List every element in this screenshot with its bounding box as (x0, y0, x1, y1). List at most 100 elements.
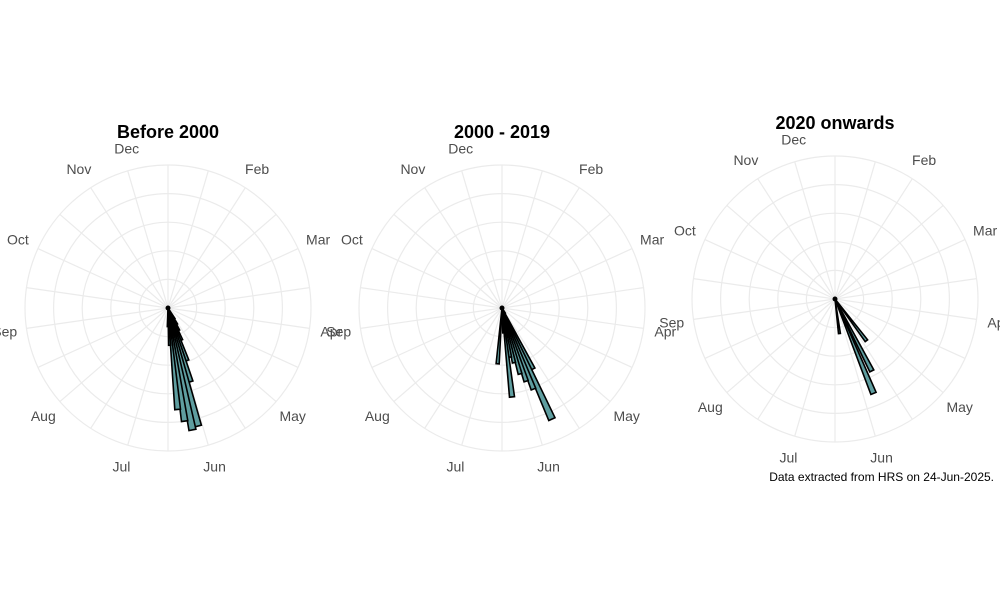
grid-spoke (424, 187, 503, 309)
grid-spoke (167, 187, 246, 309)
panel-title: Before 2000 (117, 122, 219, 142)
grid-spoke (834, 278, 977, 300)
month-label-aug: Aug (365, 408, 390, 424)
grid-spoke (834, 298, 913, 420)
grid-spoke (726, 298, 836, 394)
month-label-may: May (279, 408, 305, 424)
grid-spoke (794, 298, 836, 437)
grid-spoke (393, 213, 503, 309)
grid-spoke (461, 307, 503, 446)
grid-spoke (167, 307, 277, 403)
month-label-nov: Nov (66, 161, 91, 177)
bar-series (165, 305, 203, 432)
polar-center-hub (499, 305, 505, 311)
month-label-oct: Oct (341, 232, 363, 248)
month-label-dec: Dec (114, 140, 139, 156)
month-label-jun: Jun (203, 458, 226, 474)
panel-title: 2020 onwards (775, 113, 894, 133)
grid-spoke (501, 307, 580, 429)
grid-spoke (726, 204, 836, 300)
month-label-apr: Apr (987, 315, 1000, 331)
grid-spoke (167, 213, 277, 309)
month-label-oct: Oct (674, 223, 696, 239)
grid-spoke (501, 287, 644, 309)
grid-spoke (371, 307, 503, 368)
polar-bar (501, 307, 516, 399)
grid-spoke (834, 298, 977, 320)
month-label-aug: Aug (31, 408, 56, 424)
grid-spoke (127, 170, 169, 309)
polar-grid (24, 164, 312, 452)
month-label-aug: Aug (698, 399, 723, 415)
grid-spoke (794, 161, 836, 300)
month-label-may: May (946, 399, 972, 415)
month-label-feb: Feb (579, 161, 603, 177)
grid-spoke (167, 307, 310, 329)
grid-spoke (59, 213, 169, 309)
month-label-apr: Apr (320, 324, 342, 340)
panel-before-2000: Before 2000 Dec Feb Mar Apr May Jun Jul Aug Sep O… (0, 122, 343, 474)
grid-spoke (501, 307, 611, 403)
month-label-mar: Mar (640, 232, 664, 248)
polar-bar (834, 298, 875, 373)
grid-spoke (461, 170, 503, 309)
grid-spoke (757, 178, 836, 300)
month-label-sep: Sep (659, 315, 684, 331)
grid-spoke (693, 278, 836, 300)
polar-bar (495, 307, 503, 365)
grid-spoke (501, 307, 633, 368)
bar-series (832, 296, 878, 396)
polar-grid (358, 164, 646, 452)
polar-bar (167, 307, 182, 411)
month-label-jul: Jul (779, 449, 797, 465)
grid-spoke (37, 248, 169, 309)
panel-2020-onwards: 2020 onwards Dec Feb Mar Apr May Jun Jul Aug Sep… (659, 113, 1000, 465)
month-label-mar: Mar (306, 232, 330, 248)
month-label-may: May (613, 408, 639, 424)
polar-bar (834, 298, 869, 343)
polar-bar (834, 298, 842, 335)
month-label-mar: Mar (973, 223, 997, 239)
grid-spoke (501, 248, 633, 309)
polar-center-hub (165, 305, 171, 311)
panel-title: 2000 - 2019 (454, 122, 550, 142)
grid-spoke (834, 239, 966, 300)
grid-spoke (834, 298, 966, 359)
month-label-feb: Feb (912, 152, 936, 168)
grid-spoke (834, 178, 913, 300)
grid-spoke (501, 307, 644, 329)
grid-spoke (704, 239, 836, 300)
data-source-caption: Data extracted from HRS on 24-Jun-2025. (769, 470, 994, 484)
grid-spoke (834, 298, 944, 394)
grid-spoke (501, 213, 611, 309)
grid-spoke (501, 170, 543, 309)
grid-spoke (26, 307, 169, 329)
grid-spoke (501, 187, 580, 309)
grid-spoke (90, 307, 169, 429)
grid-spoke (834, 161, 876, 300)
grid-spoke (26, 287, 169, 309)
month-label-jul: Jul (112, 458, 130, 474)
month-label-jun: Jun (537, 458, 560, 474)
polar-center-hub (832, 296, 838, 302)
grid-spoke (59, 307, 169, 403)
grid-spoke (360, 307, 503, 329)
month-label-sep: Sep (326, 324, 351, 340)
grid-spoke (393, 307, 503, 403)
month-label-jun: Jun (870, 449, 893, 465)
grid-spoke (704, 298, 836, 359)
grid-spoke (127, 307, 169, 446)
month-label-jul: Jul (446, 458, 464, 474)
month-label-nov: Nov (400, 161, 425, 177)
grid-spoke (167, 287, 310, 309)
month-label-feb: Feb (245, 161, 269, 177)
grid-spoke (167, 307, 299, 368)
grid-spoke (757, 298, 836, 420)
month-label-sep: Sep (0, 324, 17, 340)
panel-2000-2019: 2000 - 2019 Dec Feb Mar Apr May Jun Jul Aug Sep O… (326, 122, 676, 474)
polar-bar (834, 298, 878, 396)
month-label-apr: Apr (654, 324, 676, 340)
grid-spoke (167, 170, 209, 309)
month-label-dec: Dec (781, 131, 806, 147)
